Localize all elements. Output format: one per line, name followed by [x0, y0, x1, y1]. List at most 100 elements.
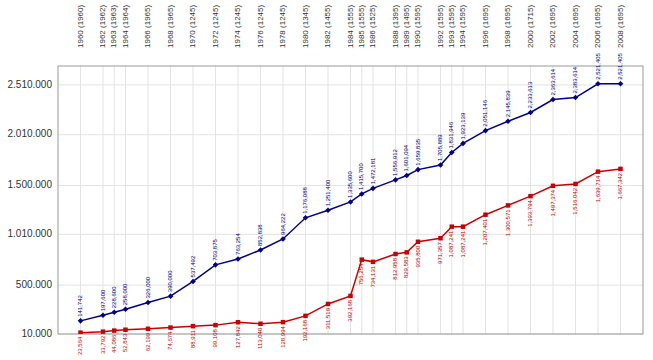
- point: [438, 236, 442, 240]
- data-label: 971,357: [437, 242, 443, 264]
- point: [573, 182, 577, 186]
- data-label: 1,667,342: [617, 172, 623, 199]
- point: [78, 318, 84, 324]
- data-label: 1,556,912: [392, 149, 398, 176]
- point: [506, 203, 510, 207]
- x-tick-label: 2000 (1715): [526, 5, 535, 48]
- x-tick-label: 1974 (1245): [233, 5, 242, 48]
- data-label: 1,087,241: [448, 230, 454, 257]
- point: [213, 323, 217, 327]
- x-tick-label: 1996 (1695): [481, 5, 490, 48]
- x-tick-label: 1993 (1595): [447, 5, 456, 48]
- data-label: 113,040: [257, 327, 263, 349]
- x-tick-label: 1963 (1963): [109, 5, 118, 48]
- x-grid-line: [395, 66, 396, 334]
- point: [618, 81, 624, 87]
- data-label: 1,207,401: [482, 218, 488, 245]
- series-line: [81, 84, 621, 321]
- point: [348, 294, 352, 298]
- data-label: 127,842: [235, 326, 241, 348]
- x-tick-label: 1994 (1595): [458, 5, 467, 48]
- data-label: 763,254: [235, 233, 241, 255]
- point: [393, 252, 397, 256]
- point: [168, 293, 174, 299]
- x-tick-label: 1998 (1695): [503, 5, 512, 48]
- data-label: 703,875: [212, 239, 218, 261]
- x-tick-label: 1992 (1595): [436, 5, 445, 48]
- point: [281, 320, 285, 324]
- x-grid-line: [361, 66, 362, 334]
- point: [360, 257, 364, 261]
- data-label: 829,583: [403, 256, 409, 278]
- data-label: 2,233,613: [527, 81, 533, 108]
- data-label: 88,911: [190, 329, 196, 348]
- point: [348, 199, 354, 205]
- x-tick-label: 1962 (1962): [98, 5, 107, 48]
- x-tick-label: 1986 (1525): [368, 5, 377, 48]
- x-tick-label: 1980 (1345): [301, 5, 310, 48]
- point: [393, 177, 399, 183]
- point: [404, 173, 410, 179]
- plot-marks: [78, 81, 624, 334]
- x-tick-label: 2002 (1695): [548, 5, 557, 48]
- x-tick-label: 1985 (1555): [357, 5, 366, 48]
- data-label: 1,393,794: [527, 199, 533, 226]
- point: [145, 300, 151, 306]
- point: [191, 324, 195, 328]
- data-label: 1,300,571: [505, 209, 511, 236]
- point: [370, 186, 376, 192]
- point: [596, 169, 600, 173]
- data-labels: 141,742197,600228,600258,000326,000390,0…: [77, 52, 623, 355]
- point: [123, 327, 127, 331]
- point: [190, 279, 196, 285]
- point: [483, 128, 489, 134]
- data-label: 23,564: [77, 336, 83, 355]
- point: [438, 162, 444, 168]
- point: [551, 184, 555, 188]
- data-label: 1,472,181: [370, 157, 376, 184]
- plot-frame: [58, 66, 643, 334]
- data-label: 258,000: [122, 283, 128, 305]
- data-label: 537,492: [190, 255, 196, 277]
- x-grid-line: [440, 66, 441, 334]
- data-label: 33,792: [100, 335, 106, 354]
- point: [168, 325, 172, 329]
- x-tick-label: 2004 (1695): [571, 5, 580, 48]
- x-tick-label: 1982 (1455): [323, 5, 332, 48]
- data-label: 2,383,614: [572, 66, 578, 93]
- data-label: 2,051,146: [482, 99, 488, 126]
- point: [303, 215, 309, 221]
- point: [78, 330, 82, 334]
- data-label: 756,254: [358, 263, 364, 285]
- point: [326, 302, 330, 306]
- x-grid-line: [418, 66, 419, 334]
- data-label: 1,705,889: [437, 134, 443, 161]
- x-grid-line: [451, 66, 452, 334]
- x-tick-label: 1968 (1965): [166, 5, 175, 48]
- point: [405, 250, 409, 254]
- data-label: 1,251,400: [325, 179, 331, 206]
- data-label: 99,108: [212, 328, 218, 347]
- data-label: 2,521,405: [617, 52, 623, 79]
- data-label: 1,415,700: [358, 163, 364, 190]
- point: [303, 314, 307, 318]
- x-tick-label: 1966 (1965): [143, 5, 152, 48]
- point: [573, 95, 579, 101]
- x-tick-label: 1976 (1245): [256, 5, 265, 48]
- x-grid-line: [260, 66, 261, 334]
- y-grid-line: [58, 234, 643, 235]
- point: [415, 167, 421, 173]
- series-line: [81, 169, 621, 333]
- data-label: 228,600: [111, 286, 117, 308]
- data-label: 1,516,042: [572, 187, 578, 214]
- chart: 10.000500.0001.010.0001.500.0002.010.000…: [0, 0, 653, 360]
- data-label: 128,994: [280, 325, 286, 347]
- point: [450, 224, 454, 228]
- point: [213, 262, 219, 268]
- data-label: 74,674: [167, 331, 173, 350]
- data-label: 192,168: [302, 319, 308, 341]
- x-grid-line: [193, 66, 194, 334]
- data-label: 1,087,241: [460, 230, 466, 257]
- y-axis: 10.000500.0001.010.0001.500.0002.010.000…: [8, 79, 53, 339]
- data-label: 2,363,614: [550, 68, 556, 95]
